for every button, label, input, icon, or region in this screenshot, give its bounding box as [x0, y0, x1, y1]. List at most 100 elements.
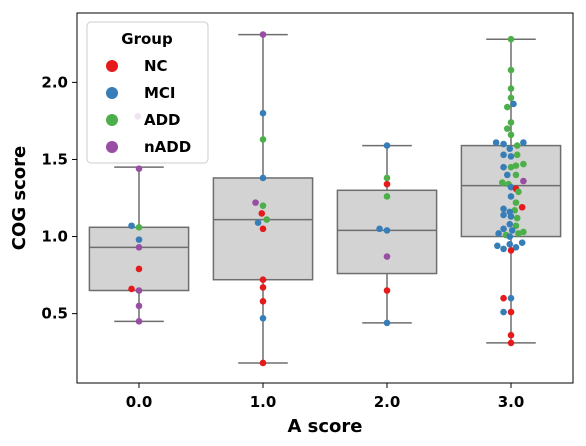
point-add [507, 163, 515, 171]
point-add [512, 199, 520, 206]
point-nc [507, 308, 515, 316]
point-mci [259, 314, 267, 322]
point-nc [507, 247, 515, 254]
point-mci [512, 244, 520, 251]
point-nc [259, 297, 267, 305]
legend-label-add: ADD [144, 111, 181, 129]
point-mci [506, 240, 514, 248]
point-nc [259, 276, 267, 284]
point-add [515, 230, 522, 237]
legend-label-nc: NC [144, 57, 168, 75]
point-mci [254, 219, 262, 226]
y-tick-label: 1.0 [41, 228, 68, 246]
point-mci [383, 142, 391, 149]
x-tick-label: 0.0 [126, 393, 153, 411]
point-mci [259, 174, 267, 182]
point-nc [259, 359, 267, 367]
point-nc [500, 294, 507, 302]
point-nc [259, 225, 267, 233]
point-add [512, 171, 520, 179]
point-nc [128, 285, 135, 293]
point-mci [520, 139, 527, 146]
legend-marker-nadd [106, 141, 118, 153]
point-mci [500, 140, 507, 148]
plot-frame [76, 12, 574, 384]
point-nadd [259, 31, 267, 38]
point-nadd [383, 253, 391, 260]
point-mci [500, 151, 507, 159]
point-mci [503, 171, 511, 179]
point-mci [500, 163, 507, 171]
point-mci [508, 227, 516, 234]
point-add [507, 66, 515, 74]
point-nc [383, 180, 391, 188]
y-tick-label: 2.0 [41, 73, 68, 91]
point-mci [128, 222, 135, 230]
x-axis: 0.0 1.0 2.0 3.0 [126, 383, 525, 411]
point-mci [507, 193, 515, 200]
point-mci [494, 242, 501, 250]
point-add [520, 228, 527, 236]
y-axis: 0.5 1.0 1.5 2.0 [41, 73, 77, 323]
point-mci [500, 308, 507, 316]
legend-box [86, 21, 209, 164]
point-mci [376, 225, 383, 233]
point-add [263, 216, 271, 223]
point-add [259, 202, 267, 210]
legend-title: Group [121, 30, 173, 48]
point-nadd [135, 165, 143, 173]
legend-label-nadd: nADD [144, 138, 191, 156]
box-1.0 [212, 33, 314, 364]
point-add [520, 160, 527, 168]
legend: Group NC MCI ADD nADD [86, 21, 209, 164]
point-mci [507, 183, 515, 191]
point-mci [500, 245, 507, 253]
point-add [507, 35, 515, 43]
point-add [511, 207, 519, 214]
point-add [507, 131, 515, 139]
y-tick-label: 1.5 [41, 150, 68, 168]
point-nadd [135, 244, 143, 251]
point-add [515, 188, 522, 196]
y-axis-title: COG score [9, 146, 30, 250]
point-mci [135, 236, 143, 243]
point-mci [500, 205, 507, 213]
point-mci [507, 213, 515, 220]
point-mci [506, 220, 514, 228]
box-2.0 [336, 144, 438, 324]
point-add [259, 136, 267, 143]
point-mci [500, 225, 507, 233]
point-add [513, 151, 521, 159]
y-tick-label: 0.5 [41, 305, 68, 323]
x-axis-title: A score [287, 416, 362, 437]
point-mci [510, 100, 517, 108]
point-mci [518, 239, 526, 247]
point-add [507, 85, 515, 92]
x-tick-label: 1.0 [250, 393, 277, 411]
point-add [507, 119, 515, 126]
point-nc [259, 284, 267, 291]
point-add [135, 223, 143, 231]
point-add [503, 125, 511, 132]
point-mci [507, 294, 515, 302]
legend-marker-add [106, 114, 118, 126]
point-nc [258, 210, 266, 217]
point-nc [507, 331, 515, 339]
point-add [503, 103, 511, 111]
point-nc [383, 287, 391, 294]
x-tick-label: 3.0 [498, 393, 525, 411]
points-layer [128, 31, 527, 367]
point-add [383, 174, 391, 182]
point-add [513, 142, 521, 149]
point-mci [259, 109, 267, 117]
x-tick-label: 2.0 [374, 393, 401, 411]
point-add [507, 94, 515, 102]
point-add [512, 162, 520, 169]
point-nadd [135, 287, 143, 294]
point-nadd [135, 318, 143, 325]
point-nadd [520, 177, 527, 185]
point-add [499, 179, 506, 186]
point-mci [506, 233, 514, 240]
point-mci [507, 153, 515, 160]
legend-label-mci: MCI [144, 84, 176, 102]
